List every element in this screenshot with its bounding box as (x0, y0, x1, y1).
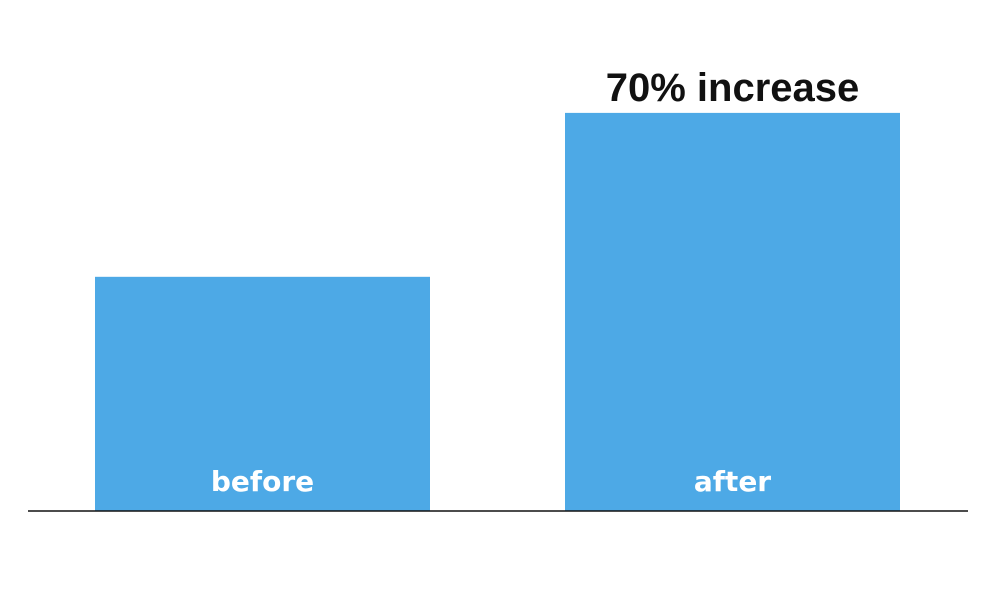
bars-group (95, 112, 900, 511)
bar-before (95, 276, 430, 511)
annotation-label: 70% increase (606, 66, 860, 110)
bar-labels-group: before after (211, 465, 771, 498)
annotations-group: 70% increase (606, 66, 860, 110)
bar-label-before: before (211, 465, 314, 498)
bar-label-after: after (694, 465, 771, 498)
bar-after (565, 112, 900, 511)
